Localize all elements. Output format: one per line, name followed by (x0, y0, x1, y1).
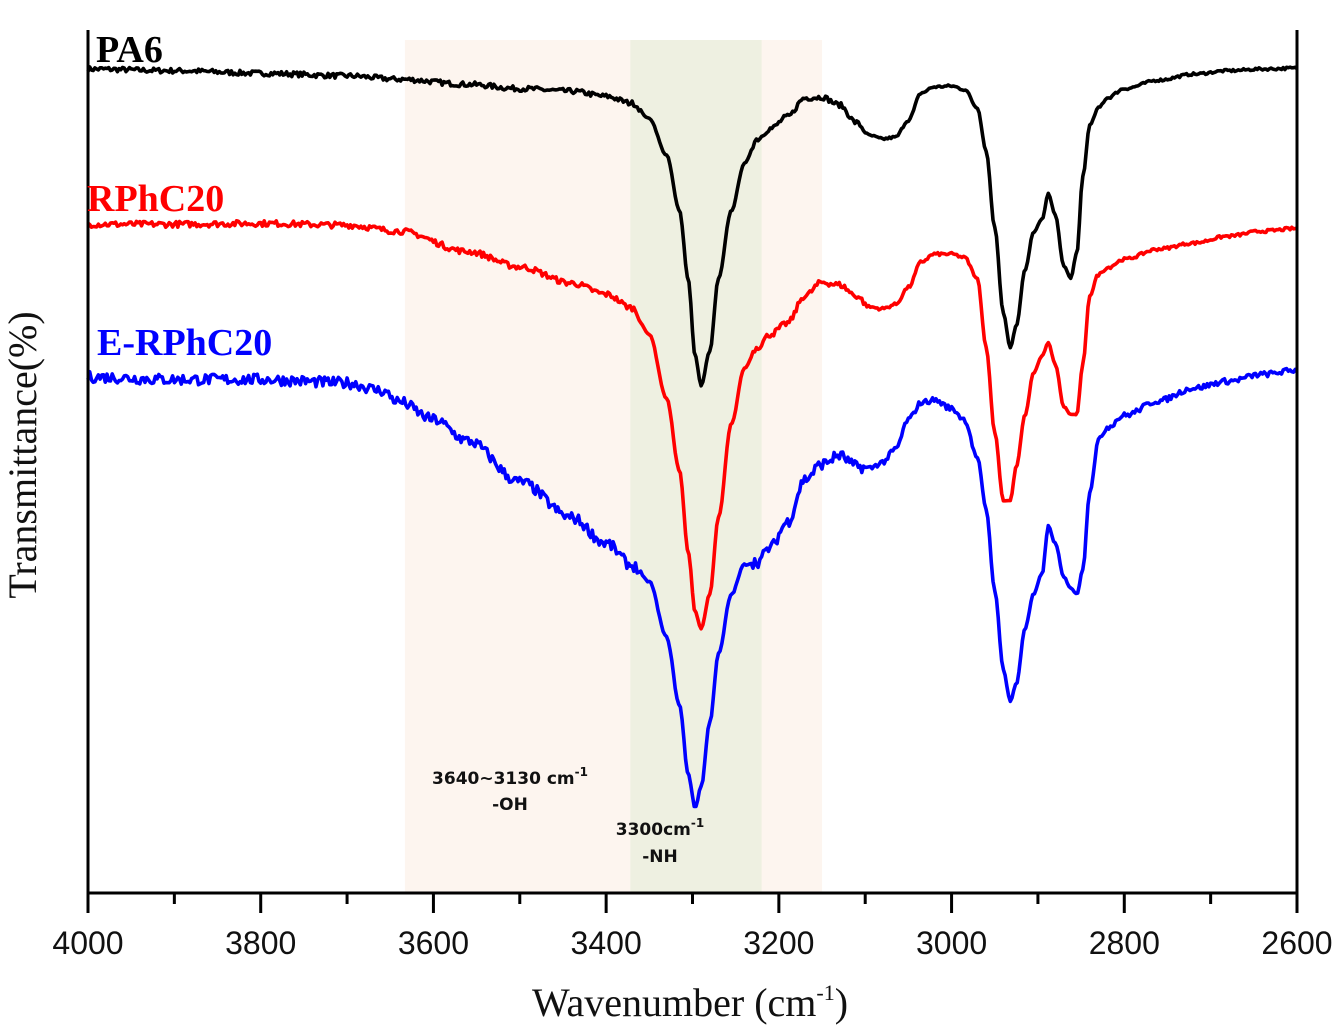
series-line-e-rphc20 (86, 366, 1299, 809)
x-tick-label: 2800 (1089, 925, 1160, 961)
x-tick-label: 4000 (52, 925, 123, 961)
series-label-pa6: PA6 (96, 29, 163, 71)
x-axis-title-close: ) (835, 980, 848, 1025)
oh-annotation-line1: 3640~3130 cm-1 (432, 765, 588, 789)
x-ticks: 4000 3800 3600 3400 3200 3000 2800 2600 (52, 893, 1333, 961)
nh-annotation-text: 3300cm (616, 820, 691, 840)
x-axis-title: Wavenumber (cm-1) (532, 980, 848, 1025)
oh-annotation-sup: -1 (575, 765, 588, 779)
oh-annotation-text: 3640~3130 cm (432, 769, 575, 789)
series-line-rphc20 (86, 219, 1298, 631)
spectrum-curves (86, 65, 1299, 809)
x-tick-label: 3400 (571, 925, 642, 961)
series-label-e-rphc20: E-RPhC20 (97, 322, 272, 364)
nh-annotation-line2: -NH (642, 847, 678, 867)
nh-annotation-line1: 3300cm-1 (616, 816, 704, 840)
x-tick-label: 3800 (225, 925, 296, 961)
x-tick-label: 3600 (398, 925, 469, 961)
nh-annotation-sup: -1 (691, 816, 704, 830)
x-tick-label: 2600 (1261, 925, 1332, 961)
oh-annotation-line2: -OH (492, 795, 528, 815)
x-axis-title-sup: -1 (816, 980, 834, 1005)
x-axis-title-text: Wavenumber (cm (532, 980, 816, 1025)
x-tick-label: 3200 (743, 925, 814, 961)
series-line-pa6 (86, 65, 1299, 388)
highlight-bands (404, 40, 823, 893)
series-label-rphc20: RPhC20 (87, 178, 224, 220)
y-axis-title: Transmittance(%) (0, 311, 45, 598)
x-tick-label: 3000 (916, 925, 987, 961)
